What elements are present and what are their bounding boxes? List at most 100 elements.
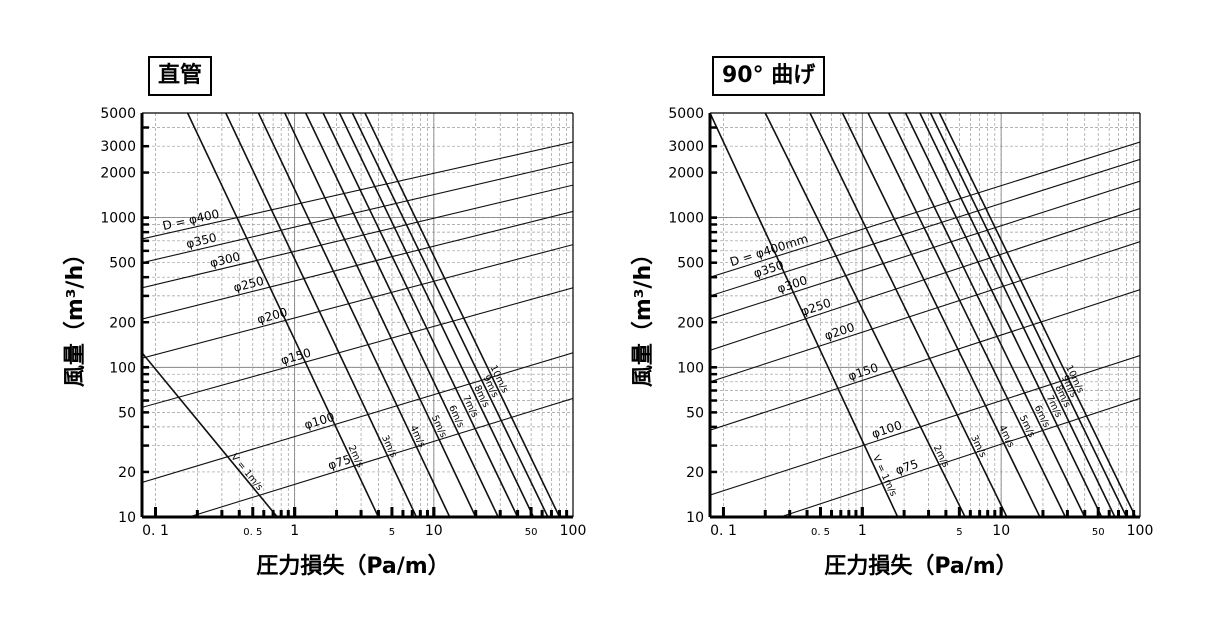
grid-major — [710, 113, 1140, 517]
x-tick-labels: 0. 1 0. 5 1 5 10 50 100 — [142, 523, 586, 539]
x-tick-label-10: 10 — [992, 523, 1010, 539]
series-label-d75: φ75 — [326, 452, 352, 472]
x-tick-labels: 0. 1 0. 5 1 5 10 50 100 — [710, 523, 1153, 539]
series-line-9m-s — [351, 113, 549, 517]
series-line-6m-s — [887, 113, 1086, 517]
x-tick-label-1: 1 — [290, 523, 299, 539]
series-line-d150 — [710, 289, 1140, 431]
series-label-4m-s: 4m/s — [996, 423, 1016, 449]
series-label-d75: φ75 — [894, 457, 920, 478]
series-line-d200 — [142, 244, 573, 359]
series-label-d350: φ350 — [185, 230, 218, 251]
series-line-d-d400mm — [710, 141, 1140, 278]
series-line-2m-s — [186, 113, 380, 517]
x-tick-label-100: 100 — [560, 523, 587, 539]
series-label-d-d400: D = φ400 — [161, 207, 220, 233]
x-tick-label-5: 5 — [389, 527, 395, 538]
x-axis-label: 圧力損失（Pa/m） — [824, 554, 1017, 579]
series-line-d300 — [142, 184, 573, 289]
series-line-d200 — [710, 241, 1140, 383]
series-line-d100 — [142, 352, 573, 484]
series-label-6m-s: 6m/s — [446, 404, 466, 430]
series-line-d350 — [710, 158, 1140, 297]
series-line-d250 — [710, 207, 1140, 351]
y-tick-label-20: 20 — [686, 465, 704, 481]
y-tick-label-5000: 5000 — [100, 106, 136, 122]
y-tick-label-1000: 1000 — [668, 211, 704, 227]
series-label-5m-s: 5m/s — [1017, 413, 1037, 439]
y-tick-labels: 10 20 50 100 200 500 1000 2000 3000 5000 — [100, 106, 136, 526]
series-line-5m-s — [867, 113, 1067, 517]
y-tick-label-3000: 3000 — [100, 139, 136, 155]
series-line-7m-s — [322, 113, 519, 517]
y-tick-label-1000: 1000 — [100, 211, 136, 227]
y-tick-label-50: 50 — [118, 405, 136, 421]
y-tick-label-500: 500 — [677, 256, 704, 272]
series-label-d300: φ300 — [208, 249, 241, 270]
y-tick-label-20: 20 — [118, 465, 136, 481]
y-tick-label-5000: 5000 — [668, 106, 704, 122]
series-label-d200: φ200 — [256, 305, 289, 326]
series-line-3m-s — [225, 113, 418, 517]
grid-major — [142, 113, 573, 517]
series-line-7m-s — [904, 113, 1103, 517]
y-axis-label: 風量（m³/h） — [63, 243, 88, 387]
series-line-9m-s — [929, 113, 1128, 517]
y-tick-label-100: 100 — [677, 360, 704, 376]
series-label-2m-s: 2m/s — [931, 443, 951, 469]
x-tick-label-1: 1 — [858, 523, 867, 539]
series-line-v-1m-s — [710, 113, 899, 517]
y-tick-label-100: 100 — [109, 360, 136, 376]
chart-title-90-bend: 90° 曲げ — [712, 56, 826, 96]
series-line-d-d400 — [142, 141, 573, 240]
x-tick-label-100: 100 — [1127, 523, 1154, 539]
y-tick-label-2000: 2000 — [668, 166, 704, 182]
grid — [710, 113, 1140, 517]
series-line-v-1m-s — [142, 352, 278, 517]
series-line-d150 — [142, 287, 573, 408]
series-line-2m-s — [764, 113, 966, 517]
y-tick-label-10: 10 — [118, 510, 136, 526]
x-axis-label: 圧力損失（Pa/m） — [256, 554, 449, 579]
series-line-3m-s — [809, 113, 1008, 517]
y-tick-label-200: 200 — [109, 315, 136, 331]
y-tick-label-10: 10 — [686, 510, 704, 526]
y-axis-label: 風量（m³/h） — [631, 243, 656, 387]
series-line-10m-s — [364, 113, 561, 517]
plot-frame — [708, 112, 1141, 519]
x-tick-label-0-5: 0. 5 — [243, 527, 262, 538]
y-tick-label-2000: 2000 — [100, 166, 136, 182]
x-tick-label-0-1: 0. 1 — [710, 523, 737, 539]
y-tick-label-500: 500 — [109, 256, 136, 272]
y-tick-label-50: 50 — [686, 405, 704, 421]
series-line-d350 — [142, 161, 573, 264]
series-lines — [710, 113, 1140, 517]
y-tick-label-3000: 3000 — [668, 139, 704, 155]
axis-ticks — [142, 126, 569, 517]
y-tick-label-200: 200 — [677, 315, 704, 331]
y-tick-labels: 10 20 50 100 200 500 1000 2000 3000 5000 — [668, 106, 704, 526]
series-label-v-1m-s: V = 1m/s — [228, 452, 264, 493]
series-label-3m-s: 3m/s — [379, 434, 399, 460]
series-label-v-1m-s: V = 1m/s — [870, 454, 899, 499]
series-line-8m-s — [919, 113, 1116, 517]
series-line-d75 — [778, 397, 1140, 517]
series-lines — [142, 113, 573, 517]
x-tick-label-0-1: 0. 1 — [142, 523, 169, 539]
series-line-10m-s — [938, 113, 1137, 517]
x-tick-label-5: 5 — [956, 527, 962, 538]
x-tick-label-10: 10 — [425, 523, 443, 539]
series-line-4m-s — [841, 113, 1041, 517]
series-line-d300 — [710, 180, 1140, 320]
series-label-4m-s: 4m/s — [407, 424, 427, 450]
series-label-3m-s: 3m/s — [968, 433, 988, 459]
chart-title-straight-pipe: 直管 — [148, 56, 213, 96]
series-line-5m-s — [284, 113, 477, 517]
axis-ticks — [710, 126, 1136, 517]
x-tick-label-0-5: 0. 5 — [811, 527, 830, 538]
x-tick-label-50: 50 — [1092, 527, 1105, 538]
